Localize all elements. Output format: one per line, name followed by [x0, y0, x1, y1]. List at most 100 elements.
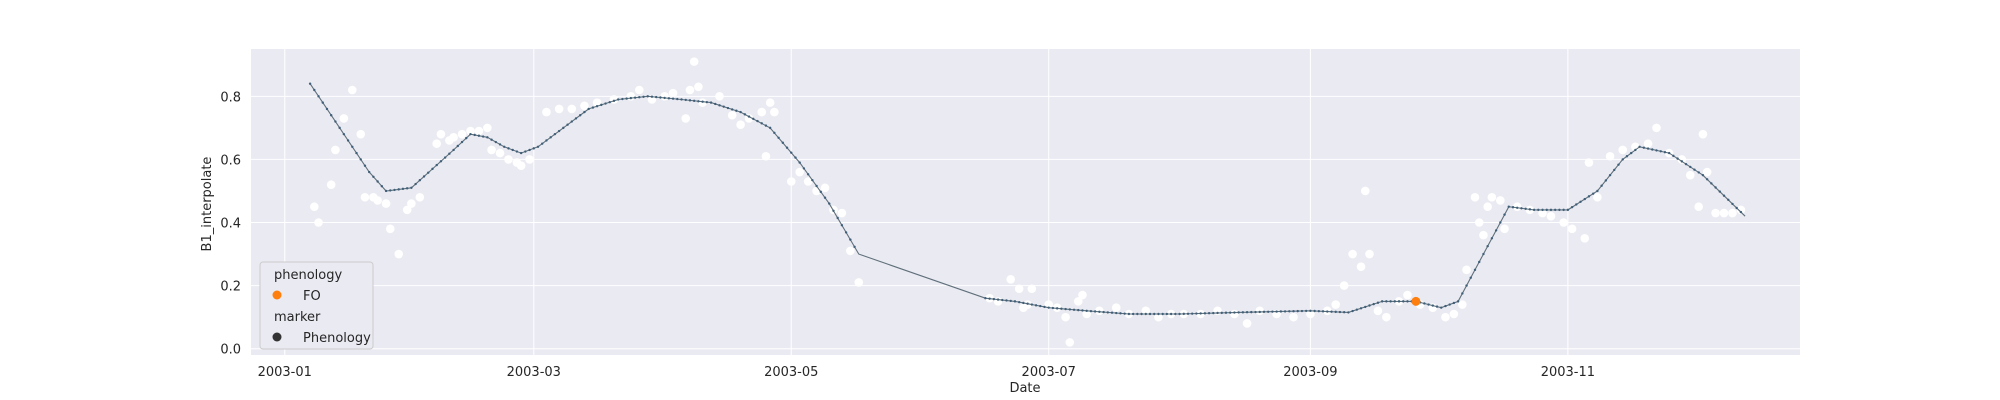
interpolation-marker [414, 182, 417, 186]
interpolation-marker [1110, 311, 1114, 314]
legend-box [259, 261, 374, 350]
observation-point [786, 177, 796, 186]
interpolation-marker [811, 178, 814, 182]
interpolation-marker [393, 188, 396, 192]
interpolation-marker [1372, 302, 1375, 306]
interpolation-marker [1680, 160, 1684, 163]
observation-point [1685, 170, 1695, 180]
observation-point [1584, 158, 1594, 167]
observation-point [1006, 274, 1016, 284]
interpolation-marker [646, 95, 649, 98]
observation-point [1348, 249, 1357, 259]
interpolation-marker [1402, 300, 1405, 303]
interpolation-marker [984, 297, 987, 300]
interpolation-marker [1017, 300, 1021, 304]
observation-point [1567, 224, 1577, 234]
interpolation-marker [1140, 312, 1143, 316]
interpolation-marker [650, 95, 654, 98]
interpolation-marker [1212, 311, 1215, 315]
interpolation-marker [1629, 151, 1633, 155]
observation-point [1736, 205, 1746, 215]
interpolation-marker [427, 171, 430, 174]
interpolation-marker [600, 103, 603, 107]
interpolation-marker [1077, 308, 1080, 312]
interpolation-marker [1001, 298, 1004, 302]
interpolation-marker [473, 133, 476, 137]
interpolation-marker [557, 129, 561, 133]
x-tick-label: 2003-03 [507, 365, 561, 380]
x-tick-label: 2003-09 [1283, 365, 1337, 380]
observation-point [449, 133, 458, 142]
observation-point [1111, 303, 1121, 312]
interpolation-marker [1089, 309, 1093, 313]
interpolation-marker [410, 186, 413, 190]
interpolation-marker [595, 105, 599, 108]
interpolation-marker [1034, 304, 1038, 307]
observation-point [314, 218, 323, 227]
interpolation-marker [1566, 208, 1570, 212]
interpolation-marker [1165, 312, 1169, 316]
observation-point [415, 192, 425, 202]
interpolation-marker [1229, 311, 1232, 314]
interpolation-marker [1642, 146, 1646, 149]
observation-point [567, 104, 577, 114]
interpolation-marker [718, 104, 721, 107]
interpolation-marker [1478, 260, 1481, 264]
legend-fo-marker [272, 290, 282, 300]
interpolation-marker [570, 120, 573, 123]
interpolation-marker [1663, 151, 1667, 154]
interpolation-marker [633, 96, 637, 99]
interpolation-marker [355, 151, 358, 155]
interpolation-marker [1731, 202, 1734, 206]
interpolation-marker [439, 160, 443, 163]
observation-point [1014, 284, 1024, 294]
interpolation-marker [1153, 312, 1156, 316]
interpolation-marker [325, 107, 329, 111]
observation-point [407, 199, 416, 208]
interpolation-marker [515, 150, 519, 153]
interpolation-marker [1364, 305, 1367, 309]
interpolation-marker [1435, 305, 1439, 308]
interpolation-marker [688, 99, 692, 102]
y-tick-label: 0.4 [220, 217, 241, 232]
legend-hue-title: phenology [274, 268, 342, 283]
interpolation-marker [844, 231, 848, 234]
interpolation-marker [735, 109, 738, 112]
interpolation-marker [1710, 182, 1713, 185]
interpolation-marker [460, 140, 464, 144]
interpolation-marker [1440, 306, 1443, 309]
observation-point [1230, 309, 1239, 319]
interpolation-marker [1216, 311, 1219, 315]
phenology-fo-point [1411, 296, 1421, 306]
interpolation-marker [1064, 307, 1067, 311]
interpolation-marker [612, 99, 616, 103]
observation-point [466, 126, 475, 136]
interpolation-marker [1355, 308, 1359, 311]
interpolation-marker [511, 148, 514, 152]
observation-point [694, 82, 703, 92]
interpolation-marker [1727, 198, 1730, 201]
observation-point [761, 151, 771, 161]
interpolation-marker [1098, 310, 1101, 313]
interpolation-marker [1520, 207, 1523, 210]
interpolation-marker [1739, 210, 1743, 214]
observation-point [1694, 202, 1704, 212]
interpolation-marker [1283, 310, 1287, 313]
interpolation-marker [1060, 307, 1063, 310]
interpolation-marker [1300, 309, 1304, 313]
interpolation-marker [1115, 311, 1118, 315]
interpolation-marker [638, 96, 641, 99]
interpolation-marker [579, 114, 582, 117]
interpolation-marker [452, 148, 455, 152]
interpolation-marker [1182, 312, 1185, 316]
interpolation-marker [1701, 173, 1705, 177]
interpolation-marker [465, 136, 468, 140]
interpolation-marker [1051, 306, 1055, 310]
observation-point [347, 85, 357, 95]
interpolation-marker [574, 117, 578, 120]
interpolation-marker [1220, 311, 1223, 315]
interpolation-marker [1131, 312, 1135, 316]
interpolation-marker [1613, 168, 1616, 172]
interpolation-marker [519, 151, 523, 155]
interpolation-marker [1499, 221, 1502, 224]
